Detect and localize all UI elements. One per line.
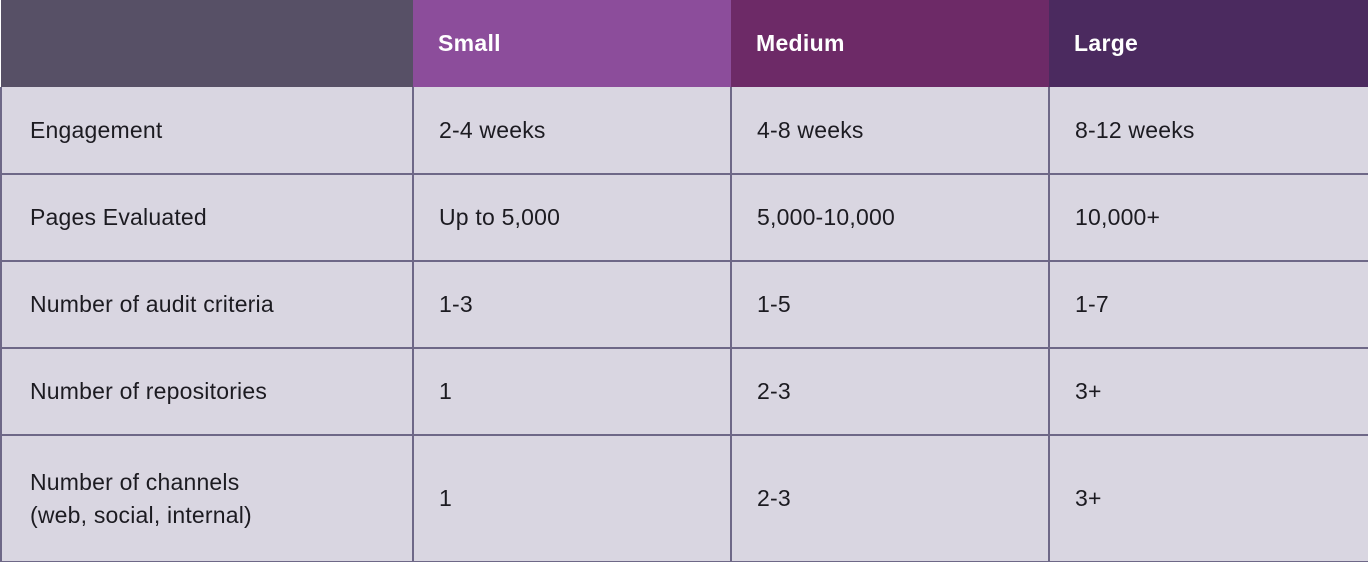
table-row-pages-evaluated: Pages Evaluated Up to 5,000 5,000-10,000… bbox=[0, 173, 1368, 262]
corner-header-cell bbox=[1, 0, 413, 87]
column-header-large: Large bbox=[1049, 0, 1368, 87]
cell-pages-small: Up to 5,000 bbox=[412, 173, 732, 262]
column-header-small: Small bbox=[413, 0, 731, 87]
table-header-row: Small Medium Large bbox=[1, 0, 1368, 87]
cell-repositories-medium: 2-3 bbox=[730, 347, 1050, 436]
cell-repositories-large: 3+ bbox=[1048, 347, 1368, 436]
cell-engagement-medium: 4-8 weeks bbox=[730, 87, 1050, 175]
cell-engagement-large: 8-12 weeks bbox=[1048, 87, 1368, 175]
row-label-audit-criteria: Number of audit criteria bbox=[0, 260, 414, 349]
column-header-medium: Medium bbox=[731, 0, 1049, 87]
cell-criteria-medium: 1-5 bbox=[730, 260, 1050, 349]
cell-pages-large: 10,000+ bbox=[1048, 173, 1368, 262]
cell-repositories-small: 1 bbox=[412, 347, 732, 436]
table-row-channels: Number of channels (web, social, interna… bbox=[0, 434, 1368, 562]
cell-criteria-small: 1-3 bbox=[412, 260, 732, 349]
row-label-engagement: Engagement bbox=[0, 87, 414, 175]
row-label-pages-evaluated: Pages Evaluated bbox=[0, 173, 414, 262]
table-row-engagement: Engagement 2-4 weeks 4-8 weeks 8-12 week… bbox=[0, 87, 1368, 175]
row-label-repositories: Number of repositories bbox=[0, 347, 414, 436]
cell-channels-large: 3+ bbox=[1048, 434, 1368, 562]
cell-criteria-large: 1-7 bbox=[1048, 260, 1368, 349]
table-row-repositories: Number of repositories 1 2-3 3+ bbox=[0, 347, 1368, 436]
cell-engagement-small: 2-4 weeks bbox=[412, 87, 732, 175]
cell-channels-medium: 2-3 bbox=[730, 434, 1050, 562]
cell-channels-small: 1 bbox=[412, 434, 732, 562]
cell-pages-medium: 5,000-10,000 bbox=[730, 173, 1050, 262]
row-label-channels: Number of channels (web, social, interna… bbox=[0, 434, 414, 562]
table-row-audit-criteria: Number of audit criteria 1-3 1-5 1-7 bbox=[0, 260, 1368, 349]
